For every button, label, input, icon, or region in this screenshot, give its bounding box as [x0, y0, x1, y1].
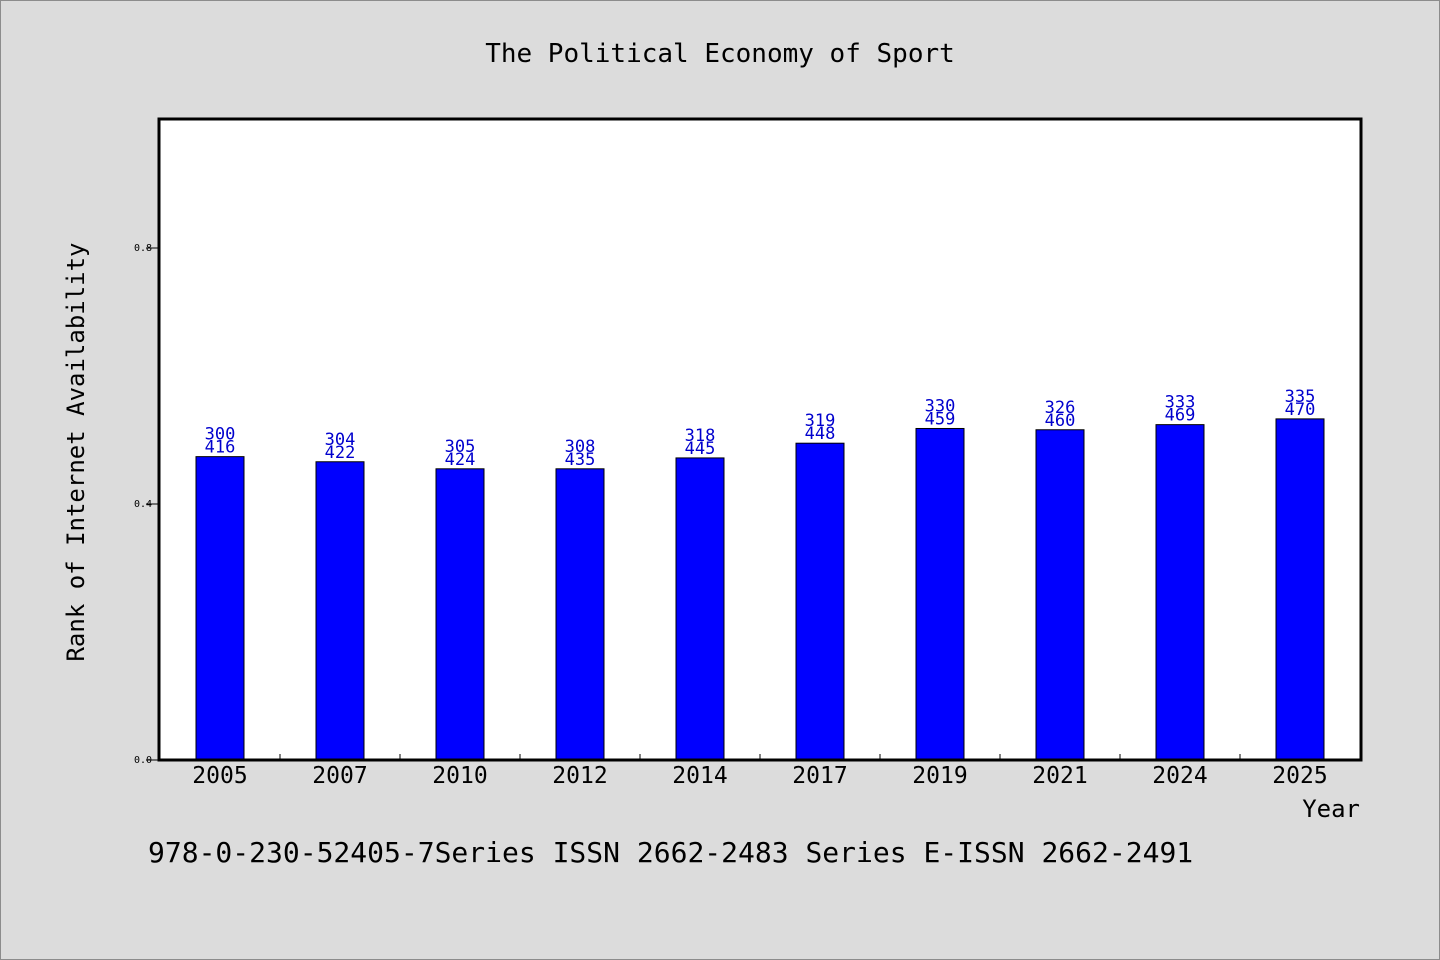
data-label-2005: 416 [205, 438, 236, 458]
x-tick-label: 2021 [1032, 763, 1087, 789]
x-tick-label: 2007 [312, 763, 367, 789]
x-axis-title: Year [1302, 795, 1360, 823]
data-label-2019: 459 [925, 409, 956, 429]
bar-2019 [915, 427, 965, 761]
bar-2017 [795, 442, 845, 761]
x-axis-ticks: 2005 2007 2010 2012 2014 2017 2019 2021 2024 2025 [159, 754, 1361, 789]
plot-border [157, 117, 1363, 762]
y-tick-label: 0.0 [134, 755, 152, 766]
bars [195, 418, 1325, 761]
data-label-2024: 333 [1165, 393, 1196, 413]
chart-title: The Political Economy of Sport [485, 39, 955, 69]
x-tick-label: 2014 [672, 763, 727, 789]
y-axis-ticks: 0.0 0.4 0.8 [134, 243, 159, 766]
y-axis-title: Rank of Internet Availability [62, 242, 90, 661]
bar-2010 [435, 468, 485, 761]
data-label-2012: 435 [565, 450, 596, 470]
x-tick-label: 2012 [552, 763, 607, 789]
x-tick-label: 2025 [1272, 763, 1327, 789]
data-label-2007: 422 [325, 443, 356, 463]
data-label-2025: 335 [1285, 387, 1316, 407]
y-tick-label: 0.8 [134, 243, 152, 254]
data-label-2010: 424 [445, 450, 476, 470]
x-tick-label: 2024 [1152, 763, 1207, 789]
data-label-2007: 304 [325, 430, 356, 450]
data-label-2014: 445 [685, 439, 716, 459]
bar-2025 [1275, 418, 1325, 761]
data-label-2017: 448 [805, 424, 836, 444]
bar-2005 [195, 456, 245, 761]
data-label-2012: 308 [565, 437, 596, 457]
y-tick-label: 0.4 [134, 499, 152, 510]
footer-isbn-text: 978-0-230-52405-7Series ISSN 2662-2483 S… [148, 836, 1193, 869]
data-label-2019: 330 [925, 396, 956, 416]
data-label-2014: 318 [685, 426, 716, 446]
data-label-2005: 300 [205, 425, 236, 445]
data-label-2025: 470 [1285, 400, 1316, 420]
x-tick-label: 2019 [912, 763, 967, 789]
bar-2024 [1155, 424, 1205, 761]
bar-2007 [315, 461, 365, 761]
data-label-2021: 326 [1045, 398, 1076, 418]
data-label-2021: 460 [1045, 411, 1076, 431]
bar-2012 [555, 468, 605, 761]
x-tick-label: 2017 [792, 763, 847, 789]
x-tick-label: 2010 [432, 763, 487, 789]
bar-2021 [1035, 429, 1085, 761]
data-label-2017: 319 [805, 411, 836, 431]
bar-2014 [675, 457, 725, 761]
x-tick-label: 2005 [192, 763, 247, 789]
data-label-2010: 305 [445, 437, 476, 457]
data-label-2024: 469 [1165, 406, 1196, 426]
